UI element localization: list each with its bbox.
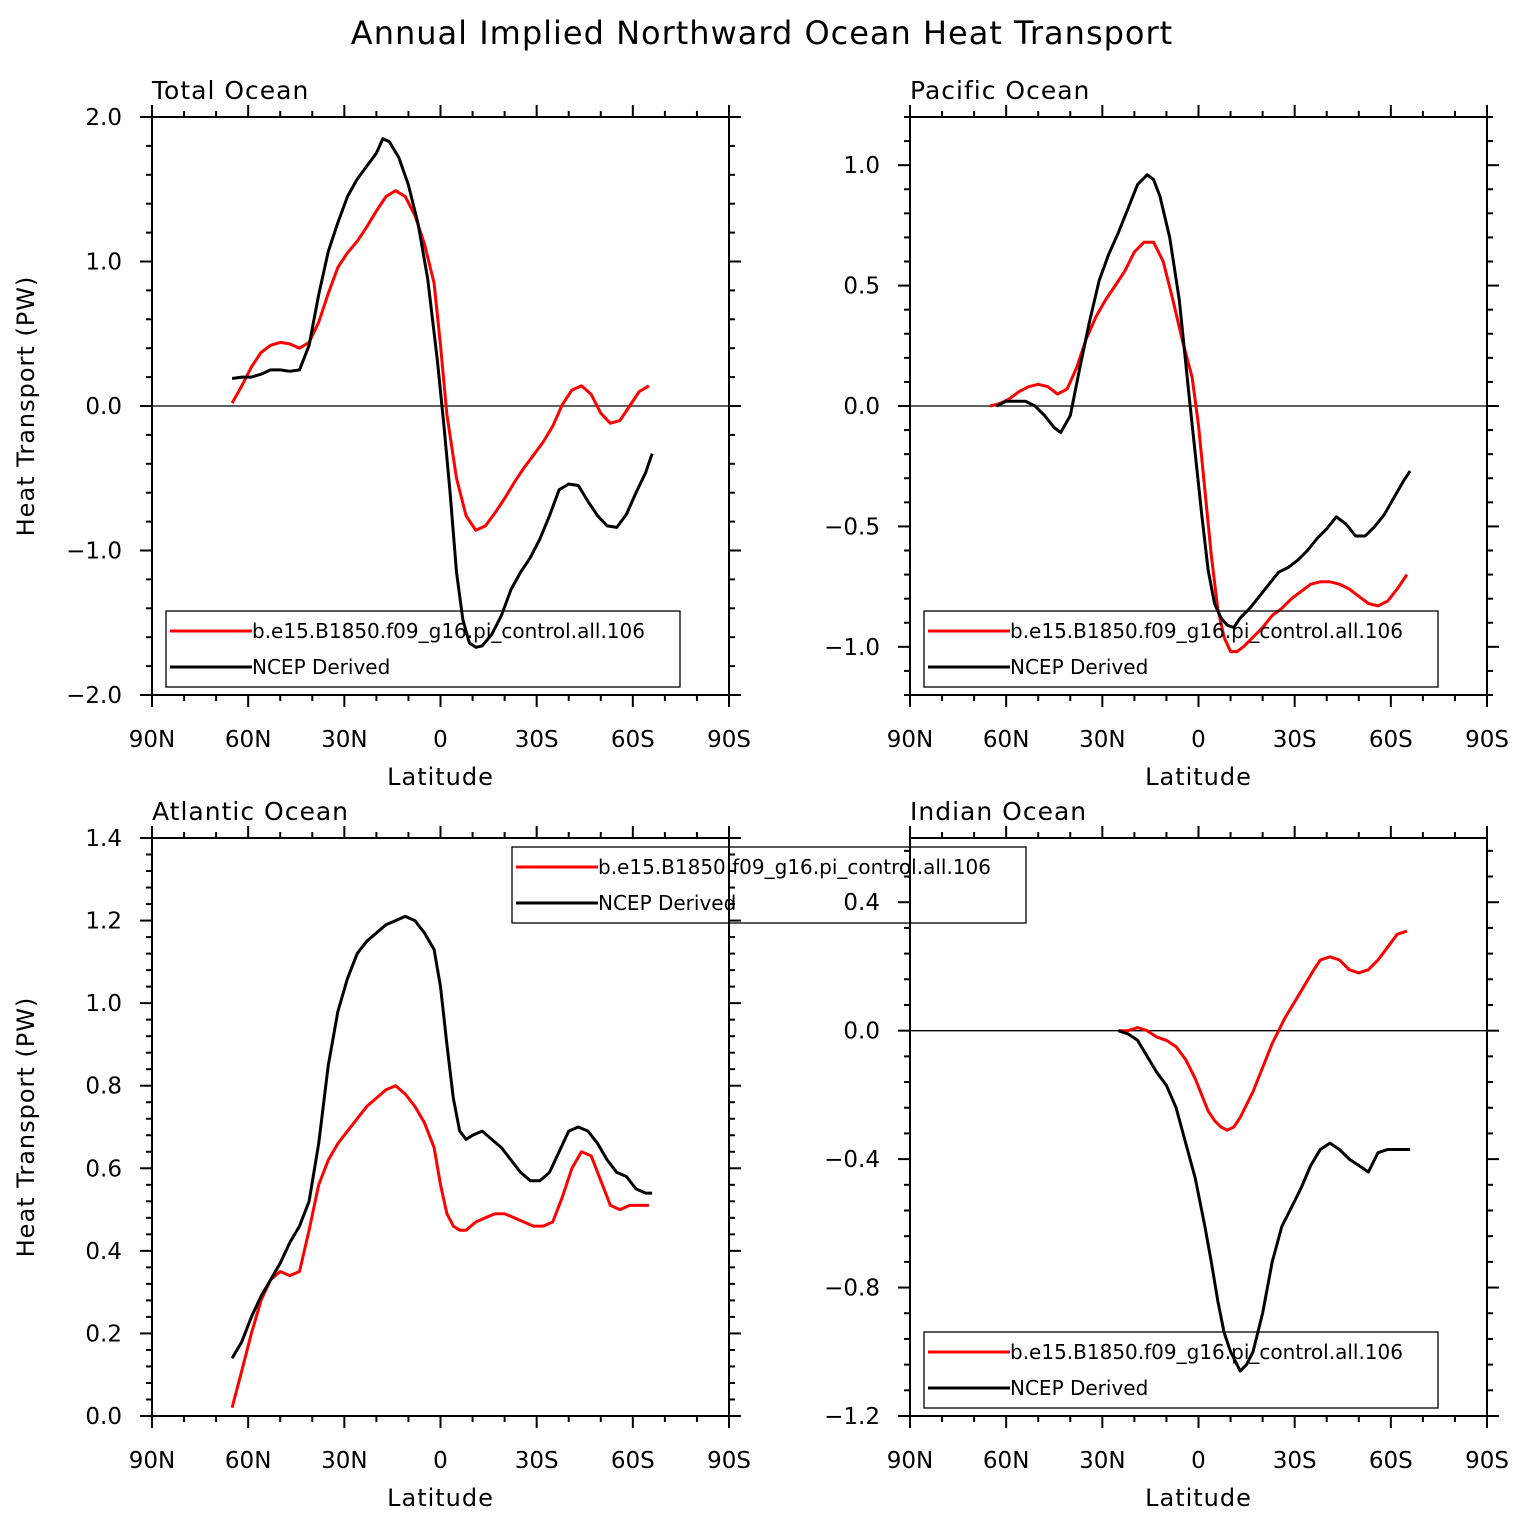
atlantic-ocean-xtick-label: 90N	[129, 1448, 175, 1474]
pacific-ocean-legend-label: NCEP Derived	[1010, 655, 1148, 679]
indian-ocean-xlabel: Latitude	[1145, 1484, 1252, 1512]
total-ocean-legend-box	[165, 610, 681, 688]
pacific-ocean-xtick-label: 60S	[1369, 727, 1413, 753]
indian-ocean-xtick-label: 30N	[1079, 1448, 1125, 1474]
indian-ocean-xtick-label: 30S	[1273, 1448, 1317, 1474]
atlantic-ocean-ytick-label: 1.0	[85, 991, 122, 1017]
pacific-ocean-ytick-label: −1.0	[824, 635, 880, 661]
pacific-ocean-xtick-label: 90N	[887, 727, 933, 753]
pacific-ocean-xtick-label: 0	[1191, 727, 1206, 753]
indian-ocean-title: Indian Ocean	[910, 797, 1087, 826]
atlantic-ocean-ytick-label: 1.2	[85, 909, 122, 935]
atlantic-ocean-ytick-label: 0.0	[85, 1404, 122, 1430]
pacific-ocean-ytick-label: 0.5	[843, 274, 880, 300]
total-ocean-ytick-label: 0.0	[85, 394, 122, 420]
indian-ocean-legend: b.e15.B1850.f09_g16.pi_control.all.106 NC…	[923, 1331, 1439, 1409]
atlantic-ocean-legend-box	[511, 846, 1027, 924]
total-ocean-ytick-label: −2.0	[66, 683, 122, 709]
atlantic-ocean-frame	[151, 837, 730, 1417]
atlantic-ocean-xlabel: Latitude	[387, 1484, 494, 1512]
pacific-ocean-frame	[909, 116, 1488, 696]
total-ocean-xtick-label: 60N	[225, 727, 271, 753]
atlantic-ocean-model-series-line	[230, 1084, 649, 1409]
total-ocean-xtick-label: 60S	[611, 727, 655, 753]
total-ocean-model-series-line	[230, 189, 650, 532]
indian-ocean-legend-box	[923, 1331, 1439, 1409]
indian-ocean-ytick-label: −1.2	[824, 1404, 880, 1430]
indian-ocean-legend-label: NCEP Derived	[1010, 1376, 1148, 1400]
indian-ocean-frame	[909, 837, 1488, 1417]
total-ocean-xtick-label: 90S	[707, 727, 751, 753]
atlantic-ocean-ytick-label: 0.6	[85, 1156, 122, 1182]
pacific-ocean-xlabel: Latitude	[1145, 763, 1252, 791]
total-ocean-xtick-label: 0	[433, 727, 448, 753]
atlantic-ocean-ncep-series-line	[230, 914, 653, 1359]
panels: Total Ocean 90N 60N 30N 0 30S 60S 90S −2.0 −1.0 0.…	[12, 76, 1509, 1512]
figure-title: Annual Implied Northward Ocean Heat Tran…	[351, 14, 1173, 52]
indian-ocean-xtick-label: 60S	[1369, 1448, 1413, 1474]
atlantic-ocean-legend-label: b.e15.B1850.f09_g16.pi_control.all.106	[598, 855, 991, 879]
total-ocean-frame	[151, 116, 730, 696]
pacific-ocean-legend-box	[923, 610, 1439, 688]
atlantic-ocean-xtick-label: 60N	[225, 1448, 271, 1474]
atlantic-ocean-xtick-label: 30S	[515, 1448, 559, 1474]
pacific-ocean-xtick-label: 30N	[1079, 727, 1125, 753]
indian-ocean-ncep-series-line	[1117, 1029, 1411, 1373]
pacific-ocean-legend: b.e15.B1850.f09_g16.pi_control.all.106 NC…	[923, 610, 1439, 688]
atlantic-ocean-title: Atlantic Ocean	[152, 797, 349, 826]
indian-ocean-xtick-label: 90N	[887, 1448, 933, 1474]
indian-ocean-legend-label: b.e15.B1850.f09_g16.pi_control.all.106	[1010, 1340, 1403, 1364]
atlantic-ocean-ytick-label: 0.4	[85, 1239, 122, 1265]
total-ocean-legend-label: NCEP Derived	[252, 655, 390, 679]
atlantic-ocean-xtick-label: 90S	[707, 1448, 751, 1474]
pacific-ocean-ytick-label: 0.0	[843, 394, 880, 420]
total-ocean-ytick-label: 1.0	[85, 250, 122, 276]
total-ocean-xtick-label: 90N	[129, 727, 175, 753]
atlantic-ocean-legend-label: NCEP Derived	[598, 891, 736, 915]
atlantic-ocean-legend: b.e15.B1850.f09_g16.pi_control.all.106 NC…	[511, 846, 1027, 924]
atlantic-ocean-ytick-label: 0.2	[85, 1321, 122, 1347]
pacific-ocean-model-series-line	[989, 240, 1409, 654]
pacific-ocean-xtick-label: 90S	[1465, 727, 1509, 753]
indian-ocean-panel: Indian Ocean 90N 60N 30N 0 30S 60S 90S −1.2 −0.8 −…	[824, 797, 1509, 1512]
atlantic-ocean-xtick-label: 0	[433, 1448, 448, 1474]
indian-ocean-xtick-label: 90S	[1465, 1448, 1509, 1474]
total-ocean-panel: Total Ocean 90N 60N 30N 0 30S 60S 90S −2.0 −1.0 0.…	[12, 76, 751, 791]
atlantic-ocean-ytick-label: 1.4	[85, 826, 122, 852]
atlantic-ocean-ylabel: Heat Transport (PW)	[12, 997, 40, 1258]
pacific-ocean-title: Pacific Ocean	[910, 76, 1090, 105]
total-ocean-xtick-label: 30S	[515, 727, 559, 753]
total-ocean-legend: b.e15.B1850.f09_g16.pi_control.all.106 NC…	[165, 610, 681, 688]
total-ocean-xtick-label: 30N	[321, 727, 367, 753]
pacific-ocean-panel: Pacific Ocean 90N 60N 30N 0 30S 60S 90S −1.0 −0.5…	[824, 76, 1509, 791]
indian-ocean-ytick-label: 0.0	[843, 1019, 880, 1045]
atlantic-ocean-xtick-label: 60S	[611, 1448, 655, 1474]
pacific-ocean-xtick-label: 30S	[1273, 727, 1317, 753]
indian-ocean-xtick-label: 60N	[983, 1448, 1029, 1474]
total-ocean-legend-label: b.e15.B1850.f09_g16.pi_control.all.106	[252, 619, 645, 643]
atlantic-ocean-xtick-label: 30N	[321, 1448, 367, 1474]
pacific-ocean-legend-label: b.e15.B1850.f09_g16.pi_control.all.106	[1010, 619, 1403, 643]
total-ocean-ncep-series-line	[231, 137, 654, 649]
indian-ocean-model-series-line	[1118, 929, 1408, 1132]
indian-ocean-ytick-label: −0.4	[824, 1147, 880, 1173]
total-ocean-title: Total Ocean	[151, 76, 309, 105]
indian-ocean-xtick-label: 0	[1191, 1448, 1206, 1474]
total-ocean-xlabel: Latitude	[387, 763, 494, 791]
atlantic-ocean-ytick-label: 0.8	[85, 1074, 122, 1100]
pacific-ocean-ytick-label: 1.0	[843, 153, 880, 179]
total-ocean-ytick-label: 2.0	[85, 105, 122, 131]
total-ocean-ylabel: Heat Transport (PW)	[12, 276, 40, 537]
total-ocean-ytick-label: −1.0	[66, 539, 122, 565]
pacific-ocean-ytick-label: −0.5	[824, 514, 880, 540]
atlantic-ocean-panel: Atlantic Ocean 90N 60N 30N 0 30S 60S 90S 0.0 0.2 0…	[12, 797, 1027, 1512]
indian-ocean-ytick-label: 0.4	[843, 890, 880, 916]
indian-ocean-ytick-label: −0.8	[824, 1276, 880, 1302]
pacific-ocean-ncep-series-line	[995, 173, 1412, 630]
pacific-ocean-xtick-label: 60N	[983, 727, 1029, 753]
